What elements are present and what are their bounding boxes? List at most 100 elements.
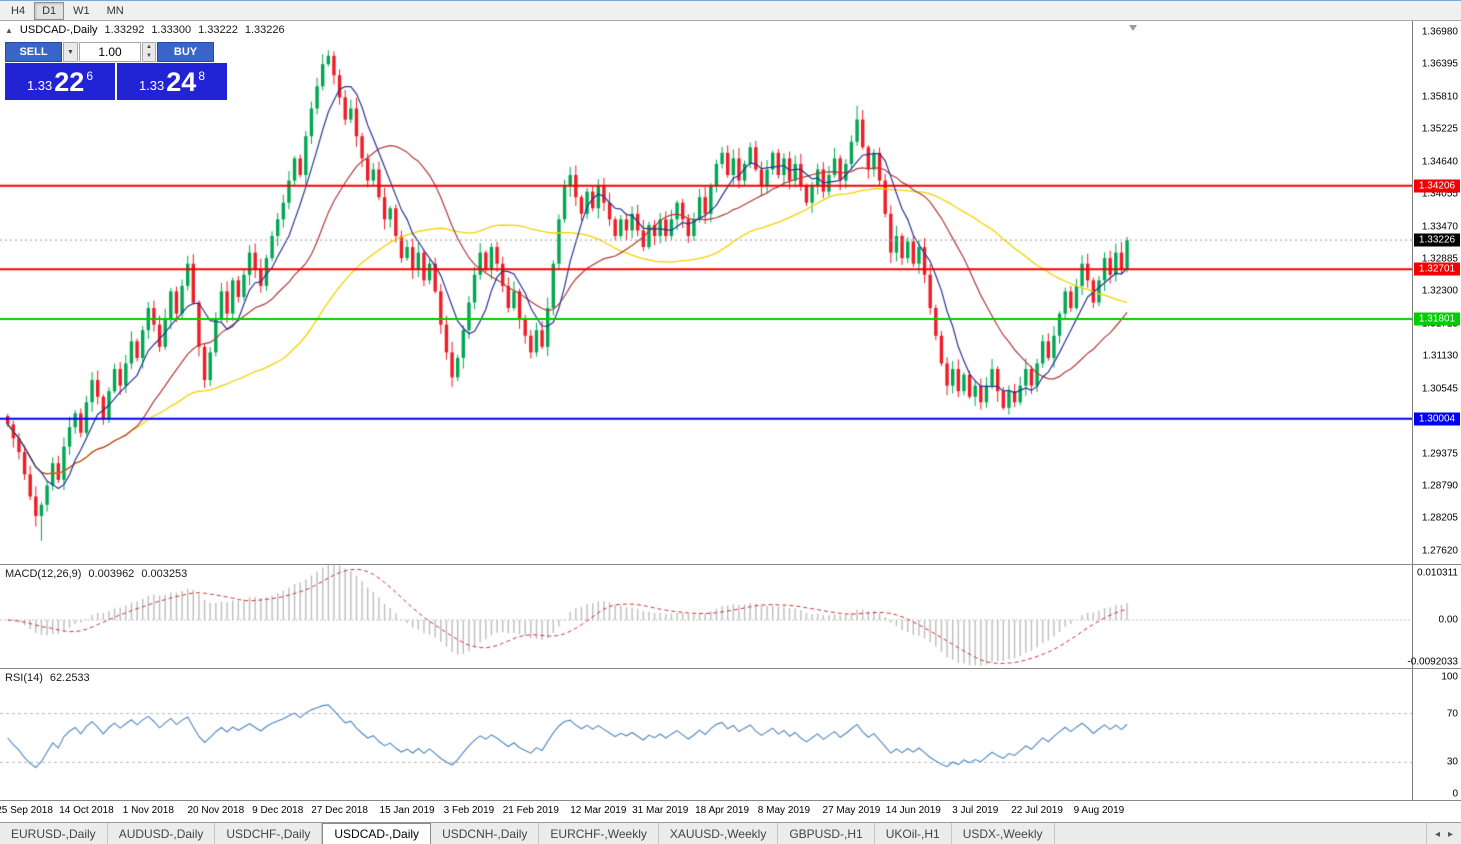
date-axis-label: 9 Aug 2019 (1073, 805, 1125, 816)
chart-tab-eurchf-weekly[interactable]: EURCHF-,Weekly (539, 823, 659, 844)
price-axis-label: 1.36980 (1421, 26, 1458, 38)
sell-price-prefix: 1.33 (26, 78, 53, 93)
rsi-axis-label: 0 (1452, 788, 1458, 800)
rsi-canvas[interactable] (0, 669, 1412, 800)
volume-spinner[interactable]: ▲ ▼ (142, 42, 156, 62)
date-axis-label: 3 Feb 2019 (443, 805, 495, 816)
chart-tab-xauusd-weekly[interactable]: XAUUSD-,Weekly (659, 823, 779, 844)
ohlc-high: 1.33300 (151, 24, 192, 36)
level-price-badge: 1.34206 (1414, 179, 1460, 193)
price-axis[interactable]: 1.36980 1.36395 1.35810 1.35225 1.34640 1.340… (1412, 21, 1461, 564)
volume-input[interactable] (79, 42, 141, 62)
price-axis-label: 1.33470 (1421, 221, 1458, 233)
tab-scroll-right-icon[interactable]: ▸ (1447, 828, 1453, 840)
date-axis-label: 14 Jun 2019 (885, 805, 941, 816)
chart-tab-eurusd-daily[interactable]: EURUSD-,Daily (0, 823, 108, 844)
price-axis-label: 1.28790 (1421, 480, 1458, 492)
price-axis-label: 1.35810 (1421, 91, 1458, 103)
chart-tab-audusd-daily[interactable]: AUDUSD-,Daily (108, 823, 216, 844)
macd-signal-value: 0.003253 (141, 568, 188, 580)
spin-down-icon[interactable]: ▼ (146, 53, 152, 59)
level-price-badge: 1.31801 (1414, 312, 1460, 326)
spin-up-icon[interactable]: ▲ (146, 44, 152, 50)
ohlc-low: 1.33222 (198, 24, 238, 36)
chart-header: ▲ USDCAD-,Daily 1.33292 1.33300 1.33222 … (5, 24, 285, 36)
date-axis-label: 15 Jan 2019 (379, 805, 435, 816)
price-axis-label: 1.27620 (1421, 545, 1458, 557)
chart-tab-ukoil-h1[interactable]: UKOil-,H1 (875, 823, 952, 844)
macd-axis-label: -0.0092033 (1407, 656, 1458, 668)
price-axis-label: 1.34055 (1421, 188, 1458, 200)
rsi-axis-label: 30 (1446, 756, 1458, 768)
sell-price-big: 22 (54, 66, 85, 97)
price-axis-label: 1.28205 (1421, 512, 1458, 524)
timeframe-toolbar: H4 D1 W1 MN (0, 1, 1461, 21)
chart-tab-usdcnh-daily[interactable]: USDCNH-,Daily (431, 823, 540, 844)
rsi-panel: RSI(14) 62.2533 100 70 30 0 (0, 669, 1461, 801)
date-axis-label: 25 Sep 2018 (0, 805, 53, 816)
macd-axis-label: 0.00 (1438, 614, 1458, 626)
chart-tab-gbpusd-h1[interactable]: GBPUSD-,H1 (778, 823, 875, 844)
buy-price-prefix: 1.33 (138, 78, 165, 93)
macd-label: MACD(12,26,9) (5, 568, 82, 580)
price-axis-label: 1.29375 (1421, 448, 1458, 460)
rsi-axis-label: 100 (1441, 671, 1458, 683)
level-price-badge: 1.30004 (1414, 412, 1460, 426)
timeframe-w1-button[interactable]: W1 (73, 4, 90, 17)
rsi-value: 62.2533 (49, 672, 90, 684)
tab-scroll-left-icon[interactable]: ◂ (1434, 828, 1440, 840)
chevron-down-icon: ▼ (67, 48, 74, 56)
rsi-header: RSI(14) 62.2533 (5, 672, 90, 684)
timeframe-mn-button[interactable]: MN (106, 4, 124, 17)
chart-shift-marker-icon (1129, 25, 1137, 31)
price-axis-label: 1.36395 (1421, 58, 1458, 70)
date-axis-label: 27 Dec 2018 (311, 805, 368, 816)
rsi-axis[interactable]: 100 70 30 0 (1412, 669, 1461, 800)
macd-axis[interactable]: 0.010311 0.00 -0.0092033 (1407, 565, 1461, 668)
chart-tab-usdx-weekly[interactable]: USDX-,Weekly (952, 823, 1055, 844)
price-chart-canvas[interactable] (0, 21, 1412, 564)
collapse-icon[interactable]: ▲ (5, 26, 13, 35)
price-axis-label: 1.31130 (1422, 350, 1458, 362)
date-axis-label: 1 Nov 2018 (122, 805, 174, 816)
price-axis-label: 1.35225 (1421, 123, 1458, 135)
buy-price-display[interactable]: 1.33 24 8 (117, 63, 227, 100)
rsi-label: RSI(14) (5, 672, 43, 684)
price-axis-label: 1.34640 (1421, 156, 1458, 168)
date-axis-label: 3 Jul 2019 (952, 805, 999, 816)
rsi-axis-label: 70 (1446, 708, 1458, 720)
price-axis-label: 1.32300 (1421, 285, 1458, 297)
chart-tab-usdcad-daily[interactable]: USDCAD-,Daily (322, 823, 432, 844)
date-axis-label: 9 Dec 2018 (252, 805, 304, 816)
date-axis-label: 12 Mar 2019 (570, 805, 627, 816)
ohlc-close: 1.33226 (244, 24, 285, 36)
macd-axis-label: 0.010311 (1417, 567, 1458, 579)
price-axis-label: 1.30545 (1421, 383, 1458, 395)
date-axis-label: 18 Apr 2019 (695, 805, 750, 816)
date-axis-label: 8 May 2019 (757, 805, 811, 816)
date-axis-label: 27 May 2019 (822, 805, 881, 816)
date-axis-label: 20 Nov 2018 (187, 805, 245, 816)
date-axis-label: 21 Feb 2019 (502, 805, 559, 816)
level-price-badge: 1.32701 (1414, 262, 1460, 276)
date-axis-label: 31 Mar 2019 (632, 805, 689, 816)
timeframe-h4-button[interactable]: H4 (11, 4, 26, 17)
sell-price-sup: 6 (86, 69, 94, 83)
macd-canvas[interactable] (0, 565, 1412, 668)
current-price-badge: 1.33226 (1414, 233, 1460, 247)
buy-button[interactable]: BUY (157, 42, 214, 62)
volume-dropdown[interactable]: ▼ (63, 42, 78, 62)
chart-tab-usdchf-daily[interactable]: USDCHF-,Daily (215, 823, 323, 844)
macd-main-value: 0.003962 (88, 568, 135, 580)
timeframe-d1-button[interactable]: D1 (34, 1, 65, 20)
buy-price-sup: 8 (198, 69, 206, 83)
sell-button[interactable]: SELL (5, 42, 62, 62)
date-axis[interactable]: 25 Sep 2018 14 Oct 2018 1 Nov 2018 20 Nov 2… (0, 801, 1461, 823)
date-axis-label: 22 Jul 2019 (1011, 805, 1063, 816)
macd-panel: MACD(12,26,9) 0.003962 0.003253 0.010311… (0, 565, 1461, 669)
date-axis-label: 14 Oct 2018 (59, 805, 114, 816)
chart-title: USDCAD-,Daily (19, 24, 98, 36)
sell-price-display[interactable]: 1.33 22 6 (5, 63, 115, 100)
price-chart-panel: ▲ USDCAD-,Daily 1.33292 1.33300 1.33222 … (0, 21, 1461, 565)
